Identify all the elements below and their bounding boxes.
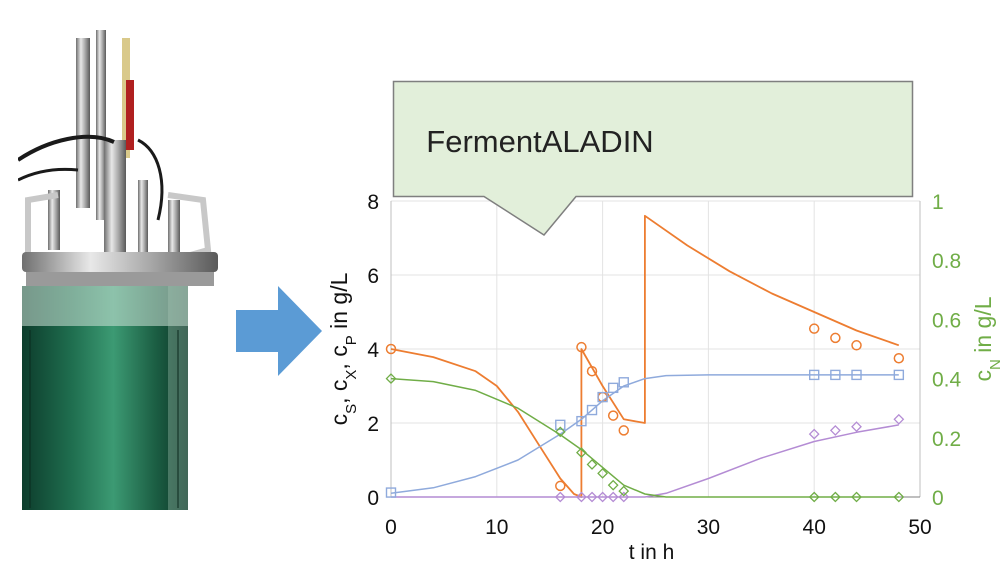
y-axis-right-label-subscript: N xyxy=(987,359,1001,370)
y-axis-left-label-subscript: S xyxy=(343,404,360,414)
data-point-P xyxy=(618,491,630,503)
data-point-X xyxy=(586,404,598,416)
data-point-P xyxy=(851,421,862,433)
y-axis-left-label-part: , xyxy=(330,391,352,404)
data-point-X xyxy=(809,369,820,381)
data-point-X xyxy=(607,382,619,394)
data-point-N xyxy=(893,491,905,503)
series-line-N xyxy=(390,377,899,498)
series-line-S xyxy=(390,214,900,498)
y-axis-left-label-subscript: P xyxy=(343,335,360,345)
y-axis-left-label-part: , xyxy=(330,357,352,370)
x-tick-label: 0 xyxy=(385,516,397,539)
data-point-X xyxy=(618,377,629,388)
data-point-X xyxy=(385,487,397,498)
x-axis-label: t in h xyxy=(629,541,675,564)
y-left-tick-label: 0 xyxy=(367,487,379,510)
y-axis-left-label-part: c xyxy=(330,380,352,392)
y-left-tick-label: 6 xyxy=(367,265,379,288)
data-point-S xyxy=(586,365,598,377)
data-point-P xyxy=(893,413,905,425)
callout-title: FermentALADIN xyxy=(426,124,654,159)
data-point-P xyxy=(597,491,609,503)
data-point-N xyxy=(808,491,820,503)
data-point-P xyxy=(554,491,566,503)
data-point-X xyxy=(597,391,608,403)
y-axis-right-label-part: in g/L xyxy=(970,296,996,359)
y-left-tick-label: 4 xyxy=(367,339,379,362)
data-point-S xyxy=(576,341,587,353)
data-point-P xyxy=(607,491,619,503)
right-arrow-icon xyxy=(236,286,322,376)
y-axis-left-label-part: c xyxy=(330,414,352,426)
y-right-tick-label: 0.6 xyxy=(932,309,961,332)
y-right-tick-label: 0.2 xyxy=(932,428,961,451)
data-point-N xyxy=(829,491,841,503)
y-axis-right-label-part: c xyxy=(970,370,996,382)
data-point-P xyxy=(829,424,841,436)
data-point-X xyxy=(851,369,862,381)
x-tick-label: 50 xyxy=(908,516,931,539)
y-left-tick-label: 2 xyxy=(367,413,379,436)
x-tick-label: 10 xyxy=(485,516,508,539)
data-point-X xyxy=(830,369,841,381)
y-right-tick-label: 0 xyxy=(932,487,944,510)
data-point-S xyxy=(830,332,841,344)
data-point-X xyxy=(555,419,566,431)
data-point-S xyxy=(808,323,820,334)
data-point-P xyxy=(586,491,598,503)
x-tick-label: 20 xyxy=(591,516,614,539)
data-point-N xyxy=(385,373,397,385)
data-point-P xyxy=(576,491,587,503)
y-right-tick-label: 0.4 xyxy=(932,369,962,392)
data-point-N xyxy=(554,426,566,438)
y-axis-left-label-subscript: X xyxy=(343,370,360,380)
y-right-tick-label: 1 xyxy=(932,191,944,214)
data-point-N xyxy=(597,467,609,479)
y-axis-left-label: cS, cX, cP in g/L xyxy=(330,272,360,425)
x-tick-label: 30 xyxy=(697,516,720,539)
data-point-N xyxy=(586,459,598,470)
data-point-N xyxy=(851,491,862,503)
data-point-S xyxy=(555,480,566,492)
data-point-S xyxy=(607,410,619,421)
x-tick-label: 40 xyxy=(803,516,826,539)
callout-box xyxy=(392,80,914,236)
bioreactor-image xyxy=(18,30,218,510)
data-point-S xyxy=(851,340,862,351)
data-point-N xyxy=(607,479,619,491)
y-axis-left-label-part: in g/L xyxy=(330,272,352,335)
series-line-P xyxy=(391,424,899,498)
y-axis-right-label: cN in g/L xyxy=(970,296,1001,381)
data-point-X xyxy=(893,369,905,381)
y-axis-left-label-part: c xyxy=(330,345,352,357)
data-point-S xyxy=(618,425,630,436)
data-point-N xyxy=(576,447,587,459)
data-point-P xyxy=(808,428,820,440)
y-right-tick-label: 0.8 xyxy=(932,250,961,273)
data-point-S xyxy=(385,343,397,355)
series-line-X xyxy=(390,374,899,495)
y-left-tick-label: 8 xyxy=(367,191,379,214)
data-point-N xyxy=(618,485,630,497)
data-point-S xyxy=(893,353,905,364)
data-point-X xyxy=(576,415,587,427)
